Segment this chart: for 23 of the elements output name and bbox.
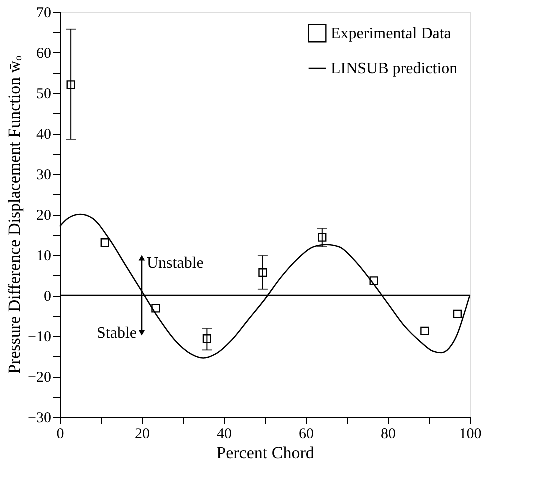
y-tick-label: 20 [36, 208, 52, 224]
legend-label: LINSUB prediction [331, 60, 458, 78]
x-tick-label: 100 [459, 426, 482, 442]
x-tick-label: 60 [299, 426, 314, 442]
y-tick-label: −30 [28, 410, 52, 426]
y-tick-label: 30 [36, 168, 52, 184]
y-tick-label: 70 [36, 6, 52, 22]
annotation: Unstable [147, 255, 204, 272]
x-tick-label: 40 [217, 426, 232, 442]
annotation: Stable [97, 325, 137, 342]
y-tick-label: 40 [36, 127, 52, 143]
x-tick-label: 80 [381, 426, 396, 442]
x-tick-label: 0 [56, 426, 64, 442]
y-tick-label: 10 [36, 248, 52, 264]
x-tick-label: 20 [135, 426, 150, 442]
legend-label: Experimental Data [331, 26, 452, 42]
y-tick-label: 60 [36, 46, 52, 62]
y-tick-label: −10 [28, 330, 52, 346]
x-axis-title: Percent Chord [216, 444, 315, 462]
y-tick-label: −20 [28, 370, 52, 386]
y-tick-label: 0 [44, 289, 52, 305]
y-tick-label: 50 [36, 86, 52, 102]
y-axis-title: Pressure Difference Displacement Function w̄ₒ [5, 56, 24, 374]
